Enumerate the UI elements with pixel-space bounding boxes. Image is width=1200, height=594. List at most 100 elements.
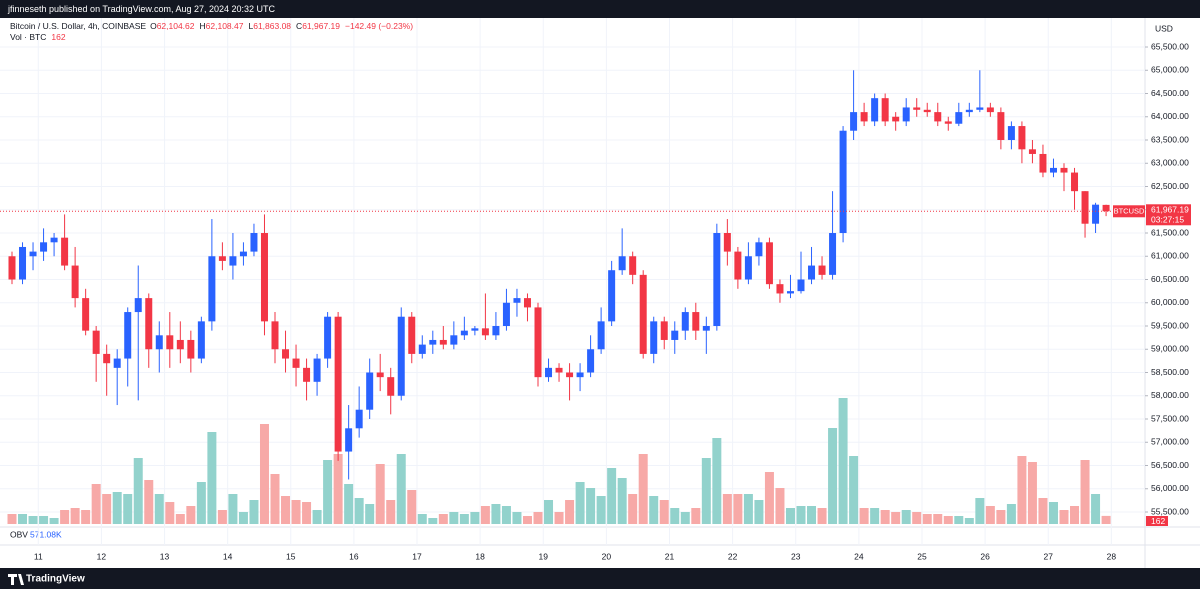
volume-bar bbox=[302, 502, 312, 524]
candle-body bbox=[534, 307, 542, 378]
candle-body bbox=[187, 339, 195, 359]
volume-bar bbox=[796, 506, 806, 524]
volume-bar bbox=[1070, 506, 1080, 524]
y-tick-label: 58,000.00 bbox=[1151, 390, 1189, 400]
candle-body bbox=[566, 372, 574, 378]
volume-bar bbox=[891, 512, 901, 524]
volume-title: Vol · BTC bbox=[10, 32, 46, 42]
x-tick-label: 13 bbox=[160, 551, 170, 561]
volume-bar bbox=[186, 506, 196, 524]
volume-bar bbox=[312, 510, 322, 524]
volume-bar bbox=[501, 506, 511, 524]
volume-bar bbox=[449, 512, 459, 524]
candle-body bbox=[176, 339, 184, 350]
volume-bar bbox=[575, 482, 585, 524]
x-tick-label: 17 bbox=[412, 551, 422, 561]
candle-body bbox=[418, 344, 426, 354]
x-tick-label: 26 bbox=[980, 551, 990, 561]
candle-body bbox=[671, 330, 679, 340]
y-tick-label: 61,500.00 bbox=[1151, 227, 1189, 237]
candle-body bbox=[303, 367, 311, 382]
countdown: 03:27:15 bbox=[1151, 215, 1184, 225]
candle-body bbox=[650, 321, 658, 354]
volume-box bbox=[1146, 516, 1168, 526]
candle-body bbox=[50, 237, 58, 243]
volume-bar bbox=[228, 494, 238, 524]
candle-body bbox=[997, 112, 1005, 141]
candle-body bbox=[229, 256, 237, 266]
candle-body bbox=[29, 251, 37, 257]
x-tick-label: 28 bbox=[1107, 551, 1117, 561]
volume-bar bbox=[323, 460, 333, 524]
volume-bar bbox=[407, 490, 417, 524]
volume-bar bbox=[638, 454, 648, 524]
candle-body bbox=[397, 316, 405, 396]
volume-bar bbox=[102, 494, 112, 524]
candle-body bbox=[155, 335, 163, 350]
volume-bar bbox=[7, 514, 17, 524]
candle-body bbox=[429, 339, 437, 345]
volume-bar bbox=[217, 510, 227, 524]
volume-bar bbox=[933, 514, 943, 524]
volume-bar bbox=[386, 500, 396, 524]
candle-body bbox=[313, 358, 321, 382]
volume-bar bbox=[60, 510, 70, 524]
candle-body bbox=[8, 256, 16, 280]
volume-bar bbox=[281, 496, 291, 524]
volume-bar bbox=[859, 508, 869, 524]
x-tick-label: 22 bbox=[728, 551, 738, 561]
y-tick-label: 60,000.00 bbox=[1151, 297, 1189, 307]
volume-bar bbox=[533, 512, 543, 524]
volume-bar bbox=[522, 516, 532, 524]
price-box bbox=[1146, 204, 1191, 226]
y-tick-label: 56,000.00 bbox=[1151, 483, 1189, 493]
obv-label: OBV bbox=[10, 529, 28, 539]
volume-bar bbox=[459, 514, 469, 524]
candle-body bbox=[713, 233, 721, 327]
candle-body bbox=[1071, 172, 1079, 192]
volume-bar bbox=[396, 454, 406, 524]
volume-bar bbox=[712, 438, 722, 524]
ohlc-value: 62,108.47 bbox=[206, 21, 244, 31]
candle-body bbox=[955, 112, 963, 124]
x-tick-label: 12 bbox=[97, 551, 107, 561]
candle-body bbox=[1018, 126, 1026, 150]
candle-body bbox=[282, 349, 290, 359]
volume-bar bbox=[586, 488, 596, 524]
candle-body bbox=[239, 251, 247, 257]
y-tick-label: 57,500.00 bbox=[1151, 413, 1189, 423]
candle-body bbox=[40, 242, 48, 252]
volume-bar bbox=[1059, 510, 1069, 524]
candle-body bbox=[618, 256, 626, 271]
footer bbox=[0, 568, 1200, 589]
volume-bar bbox=[670, 508, 680, 524]
candle-body bbox=[1060, 167, 1068, 173]
volume-bar bbox=[291, 500, 301, 524]
y-tick-label: 64,000.00 bbox=[1151, 111, 1189, 121]
candle-body bbox=[250, 233, 258, 252]
volume-bar bbox=[365, 504, 375, 524]
candle-body bbox=[965, 109, 973, 113]
candle-body bbox=[1049, 167, 1057, 173]
y-tick-label: 57,000.00 bbox=[1151, 437, 1189, 447]
publisher: jfinneseth published on TradingView.com,… bbox=[7, 4, 276, 14]
candle-body bbox=[166, 335, 174, 350]
candle-body bbox=[523, 298, 531, 308]
candle-body bbox=[923, 109, 931, 113]
volume-bar bbox=[701, 458, 711, 524]
candle-body bbox=[124, 312, 132, 359]
y-tick-label: 60,500.00 bbox=[1151, 274, 1189, 284]
candle-body bbox=[734, 251, 742, 280]
volume-bar bbox=[596, 496, 606, 524]
obv-value: 571.08K bbox=[30, 529, 62, 539]
candle-body bbox=[355, 409, 363, 429]
volume-bar bbox=[1006, 504, 1016, 524]
candle-body bbox=[19, 246, 27, 280]
volume-bar bbox=[1101, 515, 1111, 524]
volume-bar bbox=[1027, 462, 1037, 524]
volume-bar bbox=[617, 478, 627, 524]
candle-body bbox=[260, 233, 268, 322]
last-price: 61,967.19 bbox=[1151, 205, 1189, 215]
y-tick-label: 56,500.00 bbox=[1151, 460, 1189, 470]
candle-body bbox=[850, 112, 858, 131]
